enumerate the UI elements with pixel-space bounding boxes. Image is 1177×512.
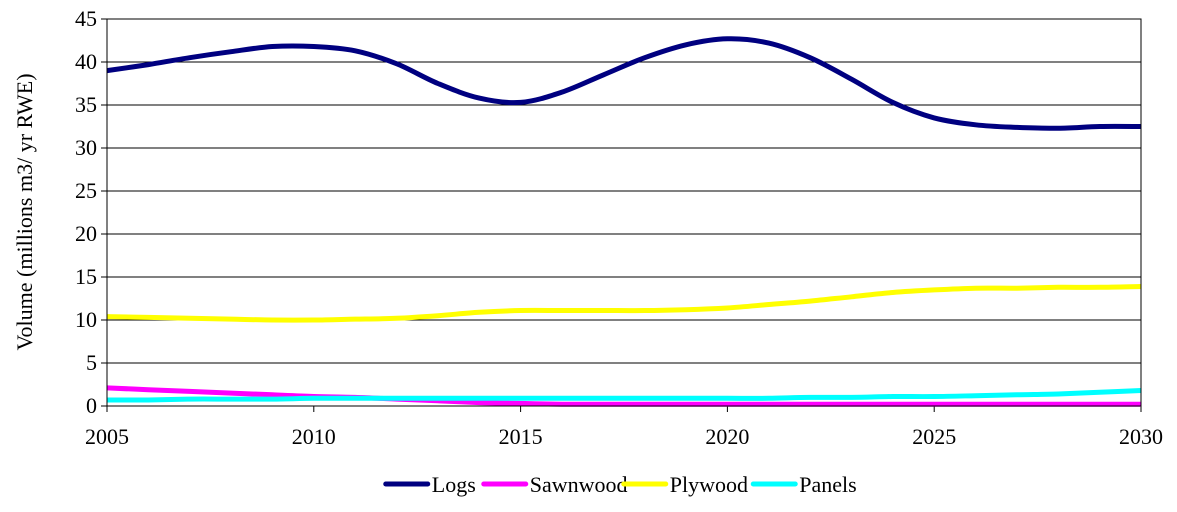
y-axis-tick-labels: 0 5 10 15 20 25 30 35 40 45 xyxy=(75,6,97,418)
legend-label-logs: Logs xyxy=(432,472,476,497)
legend-label-plywood: Plywood xyxy=(670,472,748,497)
y-axis-title: Volume (millions m3/ yr RWE) xyxy=(12,73,37,350)
x-tick-label: 2020 xyxy=(705,424,749,449)
series-line-plywood xyxy=(106,284,1142,323)
legend-label-sawnwood: Sawnwood xyxy=(530,472,628,497)
legend-label-panels: Panels xyxy=(799,472,856,497)
x-tick-label: 2030 xyxy=(1119,424,1163,449)
gridlines xyxy=(101,18,1142,412)
y-tick-label: 15 xyxy=(75,264,97,289)
x-tick-label: 2005 xyxy=(85,424,129,449)
y-tick-label: 5 xyxy=(86,350,97,375)
y-tick-label: 20 xyxy=(75,221,97,246)
series-lines xyxy=(106,36,1142,407)
plot-area xyxy=(106,18,1142,407)
y-tick-label: 25 xyxy=(75,178,97,203)
y-tick-label: 0 xyxy=(86,393,97,418)
x-axis-tick-labels: 2005 2010 2015 2020 2025 2030 xyxy=(85,424,1163,449)
legend: Logs Sawnwood Plywood Panels xyxy=(383,472,857,497)
x-tick-label: 2025 xyxy=(912,424,956,449)
series-line-panels xyxy=(106,388,1142,403)
y-tick-label: 40 xyxy=(75,49,97,74)
y-tick-label: 10 xyxy=(75,307,97,332)
x-tick-label: 2015 xyxy=(499,424,543,449)
x-tick-label: 2010 xyxy=(292,424,336,449)
series-line-sawnwood xyxy=(106,385,1141,407)
series-line-logs xyxy=(106,36,1142,131)
y-tick-label: 35 xyxy=(75,92,97,117)
y-tick-label: 30 xyxy=(75,135,97,160)
y-tick-label: 45 xyxy=(75,6,97,31)
